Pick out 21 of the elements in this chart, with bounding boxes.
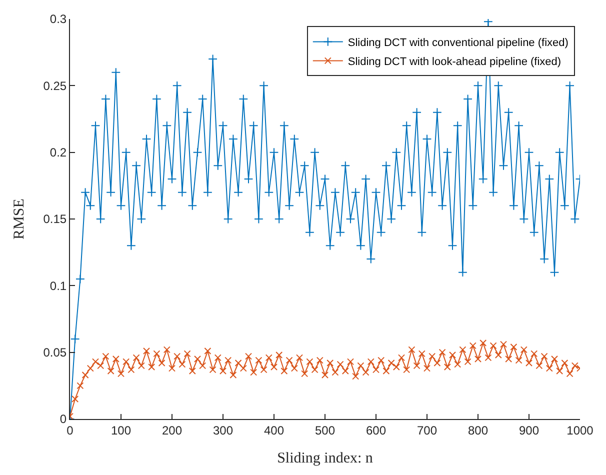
legend-label: Sliding DCT with look-ahead pipeline (fixed) xyxy=(348,56,562,68)
x-tick-label: 500 xyxy=(314,423,336,438)
y-tick-label: 0.15 xyxy=(43,212,67,226)
y-tick-label: 0.1 xyxy=(50,278,67,293)
x-tick-label: 900 xyxy=(518,423,540,438)
x-tick-label: 400 xyxy=(264,423,284,438)
x-tick-label: 200 xyxy=(162,423,182,438)
y-tick-label: 0.2 xyxy=(50,146,67,160)
x-tick-label: 700 xyxy=(416,423,438,438)
y-tick-label: 0.3 xyxy=(50,12,67,26)
x-tick-label: 100 xyxy=(110,423,132,438)
y-tick-label: 0 xyxy=(60,412,67,426)
x-tick-label: 800 xyxy=(468,423,488,438)
x-tick-label: 300 xyxy=(212,423,234,438)
y-axis-title: RMSE xyxy=(11,198,28,240)
legend-label: Sliding DCT with conventional pipeline (fixed) xyxy=(348,36,568,49)
y-tick-label: 0.25 xyxy=(43,78,67,93)
x-tick-label: 1000 xyxy=(566,423,594,438)
x-tick-label: 600 xyxy=(366,423,386,438)
y-tick-label: 0.05 xyxy=(43,346,67,360)
x-axis-title: Sliding index: n xyxy=(277,450,374,466)
